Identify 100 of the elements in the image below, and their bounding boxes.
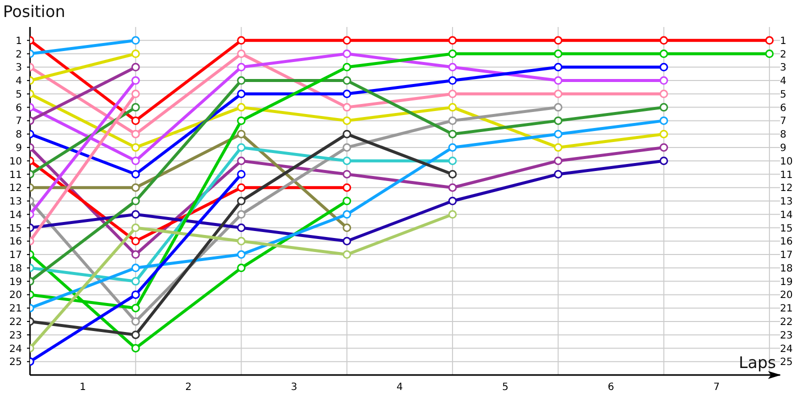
point [554,143,562,152]
y2-tick-label: 13 [780,196,793,208]
point [342,170,352,178]
y2-tick-label: 19 [780,276,793,288]
point [237,130,246,138]
point [554,76,562,85]
point [554,90,562,98]
y2-tick-label: 22 [780,317,793,328]
point [131,183,140,192]
point [448,90,457,98]
y2-tick-label: 4 [780,76,786,88]
point [131,156,140,166]
point [131,264,140,272]
y2-tick-label: 25 [780,357,793,368]
point [131,170,140,178]
point [660,50,668,58]
point [448,143,457,152]
point [554,130,562,138]
point [131,277,140,286]
y-tick-label: 3 [16,62,22,74]
point [342,236,352,246]
y2-tick-label: 14 [780,210,793,221]
point [237,156,246,166]
point [342,90,352,98]
x-tick-label: 5 [502,382,509,394]
y2-tick-label: 5 [780,89,786,100]
point [131,330,140,340]
point [448,50,457,58]
point [342,62,352,72]
point [448,76,457,85]
x-tick-label: 6 [608,382,614,394]
point [342,156,352,166]
y2-tick-label: 18 [780,263,793,274]
point [660,62,668,72]
point [131,116,140,125]
point [237,90,246,98]
y-tick-label: 15 [9,223,22,234]
point [237,236,246,246]
x-tick-label: 7 [713,382,720,394]
point [237,36,246,45]
point [237,170,246,178]
point [237,250,246,259]
point [660,130,668,138]
point [237,143,246,152]
point [342,76,352,85]
point [448,210,457,219]
point [342,130,352,138]
point [448,62,457,72]
point [237,116,246,125]
y-tick-label: 20 [9,290,22,302]
point [660,76,668,85]
point [554,170,562,178]
point [131,210,140,219]
point [448,183,457,192]
y2-tick-label: 11 [780,170,793,181]
y2-tick-label: 6 [780,102,786,114]
y-tick-label: 18 [9,263,22,274]
y-tick-label: 16 [9,236,22,248]
point [660,36,668,45]
y-tick-label: 10 [9,156,22,168]
y2-tick-label: 24 [780,344,793,355]
y-tick-label: 6 [16,102,22,114]
y-tick-label: 21 [9,304,22,315]
x-axis-title: Laps [738,353,776,372]
y-tick-label: 23 [9,330,22,342]
point [131,250,140,259]
y-tick-label: 9 [16,143,22,154]
y-tick-label: 14 [9,210,22,221]
point [660,90,668,98]
point [554,156,562,166]
point [765,36,774,45]
point [131,143,140,152]
point [237,76,246,85]
y2-tick-label: 12 [780,183,793,194]
point [131,236,140,246]
point [342,210,352,219]
point [554,103,562,112]
point [237,183,246,192]
point [448,196,457,206]
y2-tick-label: 16 [780,236,793,248]
y-tick-label: 5 [16,89,22,100]
y2-tick-label: 2 [780,49,786,60]
y-tick-label: 25 [9,357,22,368]
y2-tick-label: 15 [780,223,793,234]
point [237,264,246,272]
point [237,196,246,206]
y-tick-label: 12 [9,183,22,194]
point [554,116,562,125]
y-tick-label: 4 [16,76,22,88]
point [448,170,457,178]
point [342,183,352,192]
y2-tick-label: 9 [780,143,786,154]
point [448,156,457,166]
point [342,224,352,232]
y-tick-label: 13 [9,196,22,208]
y-axis-title: Position [3,2,66,21]
point [448,36,457,45]
point [131,196,140,206]
point [660,143,668,152]
point [554,36,562,45]
